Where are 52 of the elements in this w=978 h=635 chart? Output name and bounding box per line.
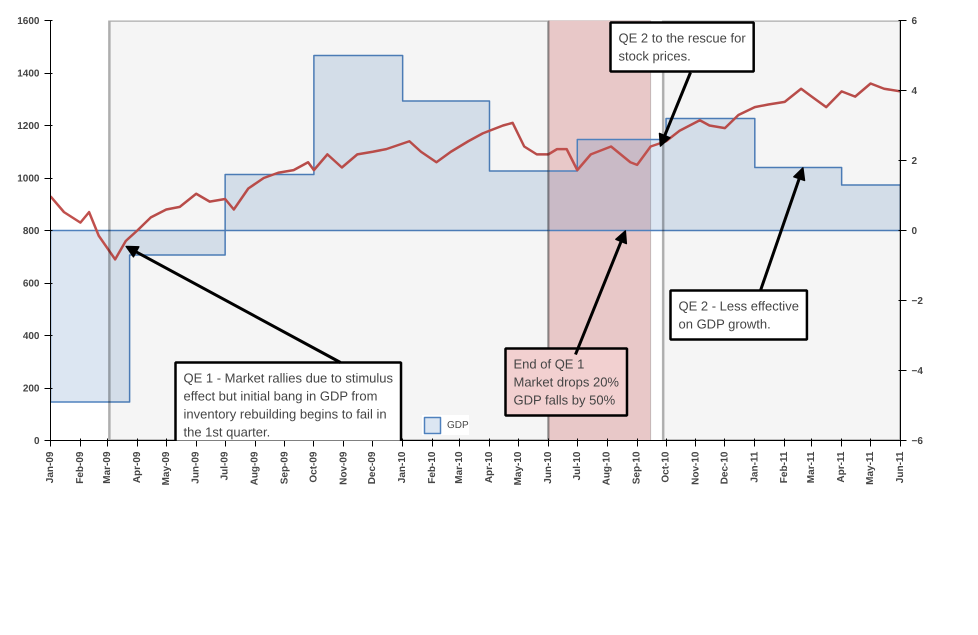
- x-tick-label: Apr-10: [484, 451, 495, 484]
- legend-label: GDP: [447, 420, 469, 430]
- y-tick-label: 800: [22, 226, 40, 237]
- x-tick-label: Oct-10: [660, 451, 672, 483]
- y2-tick-label: 6: [912, 16, 918, 27]
- y-tick-label: 200: [22, 384, 40, 394]
- x-tick-label: Mar-09: [102, 451, 113, 484]
- x-tick-label: Jul-09: [220, 451, 231, 480]
- x-tick-label: Apr-09: [132, 451, 143, 484]
- x-tick-label: Sep-09: [279, 451, 290, 484]
- x-tick-label: Jan-11: [749, 451, 760, 483]
- y-tick-label: 1400: [17, 68, 40, 80]
- line-series: [50, 82, 900, 261]
- x-tick-label: Apr-11: [836, 451, 848, 483]
- x-tick-label: Nov-10: [690, 451, 702, 485]
- y2-tick-label: 0: [912, 226, 918, 237]
- x-tick-label: Feb-09: [74, 451, 86, 484]
- y-tick-label: 1600: [17, 16, 40, 27]
- x-tick-label: Jul-10: [572, 451, 583, 480]
- x-tick-label: Jun-09: [190, 451, 202, 484]
- x-tick-label: May-11: [865, 451, 876, 485]
- x-tick-label: Sep-10: [632, 451, 643, 484]
- y-tick-label: 600: [22, 278, 40, 290]
- y-tick-label: 1000: [17, 174, 40, 184]
- x-tick-label: May-09: [160, 451, 172, 486]
- y2-tick-label: 2: [912, 156, 918, 167]
- x-tick-label: May-10: [512, 451, 524, 486]
- x-tick-label: Aug-09: [250, 451, 261, 486]
- x-tick-label: Jun-11: [895, 451, 906, 484]
- annotation: End of QE 1 Market drops 20% GDP falls by 50%: [514, 356, 620, 408]
- x-tick-label: Nov-09: [338, 451, 350, 485]
- x-tick-label: Mar-11: [806, 451, 818, 484]
- annotation: QE 2 - Less effective on GDP growth.: [678, 298, 799, 332]
- x-tick-label: Jun-10: [542, 451, 554, 484]
- x-tick-label: Feb-10: [427, 451, 438, 484]
- x-tick-label: Feb-11: [779, 451, 790, 484]
- annotation: QE 2 to the rescue for stock prices.: [618, 30, 746, 64]
- x-tick-label: Aug-10: [602, 451, 613, 486]
- y-tick-label: 400: [22, 331, 40, 342]
- x-tick-label: Dec-10: [719, 451, 730, 484]
- x-tick-label: Dec-09: [367, 451, 378, 484]
- y2-tick-label: −6: [912, 436, 924, 447]
- y-tick-label: 0: [34, 436, 40, 447]
- y-tick-label: 1200: [17, 121, 40, 132]
- y2-tick-label: 4: [912, 86, 918, 97]
- x-tick-label: Jan-10: [397, 451, 408, 484]
- x-tick-label: Jan-09: [45, 451, 56, 484]
- y2-tick-label: −4: [912, 366, 924, 377]
- x-tick-label: Mar-10: [454, 451, 466, 484]
- x-tick-label: Oct-09: [308, 451, 320, 483]
- annotation: QE 1 - Market rallies due to stimulus effect but initial bang in GDP from inventory rebuilding begins to fail in the 1st quarter.: [184, 370, 394, 440]
- y2-tick-label: −2: [912, 296, 924, 307]
